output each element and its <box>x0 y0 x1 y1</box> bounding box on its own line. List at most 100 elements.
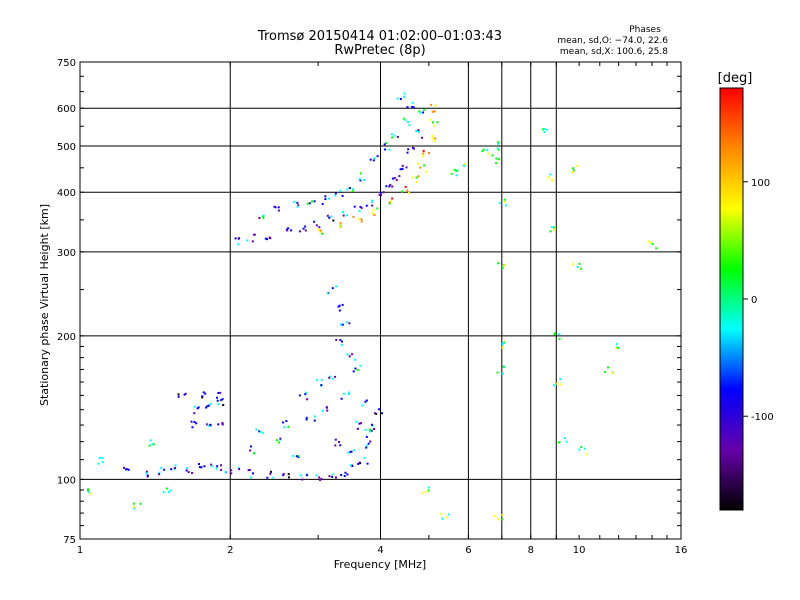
data-point <box>195 422 198 425</box>
data-point <box>393 134 396 137</box>
data-point <box>287 425 290 428</box>
data-point <box>455 169 458 172</box>
data-point <box>145 470 148 473</box>
data-point <box>339 339 342 342</box>
data-point <box>173 468 176 471</box>
data-point <box>299 474 302 477</box>
data-point <box>390 133 393 136</box>
data-point <box>549 173 552 176</box>
data-point <box>496 147 499 150</box>
data-point <box>321 232 324 235</box>
data-point <box>348 187 351 190</box>
data-point <box>353 205 356 208</box>
data-point <box>429 118 432 121</box>
data-point <box>342 392 345 395</box>
data-point <box>441 517 444 520</box>
data-point <box>341 323 344 326</box>
chart-subtitle: RwPretec (8p) <box>334 43 425 58</box>
data-point <box>319 479 322 482</box>
data-point <box>543 127 546 130</box>
data-point <box>277 441 280 444</box>
data-point <box>248 469 251 472</box>
data-point <box>431 135 434 138</box>
data-point <box>406 120 409 123</box>
data-point <box>576 165 579 168</box>
data-point <box>415 176 418 179</box>
colorbar-tick-label: -100 <box>751 412 774 423</box>
data-point <box>337 305 340 308</box>
data-point <box>501 372 504 375</box>
data-point <box>453 168 456 171</box>
data-points <box>87 92 658 521</box>
data-point <box>297 455 300 458</box>
data-point <box>391 177 394 180</box>
data-point <box>304 229 307 232</box>
data-point <box>186 466 189 469</box>
data-point <box>503 341 506 344</box>
data-point <box>649 241 652 244</box>
data-point <box>578 448 581 451</box>
data-point <box>209 423 212 426</box>
data-point <box>615 343 618 346</box>
data-point <box>346 188 349 191</box>
data-point <box>324 198 327 201</box>
data-point <box>349 450 352 453</box>
data-point <box>286 229 289 232</box>
data-point <box>396 135 399 138</box>
data-point <box>252 452 255 455</box>
data-point <box>191 426 194 429</box>
data-point <box>197 462 200 465</box>
data-point <box>320 384 323 387</box>
data-point <box>162 491 165 494</box>
data-point <box>125 468 128 471</box>
data-point <box>332 219 335 222</box>
data-point <box>543 130 546 133</box>
data-point <box>249 476 252 479</box>
data-point <box>145 472 148 475</box>
data-point <box>356 427 359 430</box>
data-point <box>463 163 466 166</box>
data-point <box>455 174 458 177</box>
data-point <box>415 180 418 183</box>
data-point <box>580 267 583 270</box>
chart-title: Tromsø 20150414 01:02:00–01:03:43 <box>257 29 502 44</box>
x-tick-label: 16 <box>675 545 688 556</box>
data-point <box>340 323 343 326</box>
data-point <box>422 152 425 155</box>
data-point <box>311 200 314 203</box>
data-point <box>558 441 561 444</box>
data-point <box>149 439 152 442</box>
data-point <box>372 159 375 162</box>
data-point <box>423 108 426 111</box>
data-point <box>205 423 208 426</box>
data-point <box>237 467 240 470</box>
data-point <box>224 471 227 474</box>
x-tick-label: 6 <box>465 545 471 556</box>
data-point <box>152 443 155 446</box>
data-point <box>358 178 361 181</box>
data-point <box>391 185 394 188</box>
data-point <box>371 204 374 207</box>
data-point <box>412 147 415 150</box>
data-point <box>246 239 249 242</box>
data-point <box>219 391 222 394</box>
data-point <box>501 346 504 349</box>
data-point <box>360 218 363 221</box>
data-point <box>306 202 309 205</box>
data-point <box>371 199 374 202</box>
data-point <box>651 242 654 245</box>
data-point <box>369 440 372 443</box>
x-tick-label: 10 <box>573 545 586 556</box>
data-point <box>315 378 318 381</box>
data-point <box>287 476 290 479</box>
x-tick-label: 8 <box>528 545 534 556</box>
data-point <box>357 218 360 221</box>
data-point <box>418 110 421 113</box>
data-point <box>401 167 404 170</box>
data-point <box>342 214 345 217</box>
data-point <box>216 399 219 402</box>
data-point <box>559 378 562 381</box>
data-point <box>230 472 233 475</box>
data-point <box>371 212 374 215</box>
data-point <box>348 322 351 325</box>
